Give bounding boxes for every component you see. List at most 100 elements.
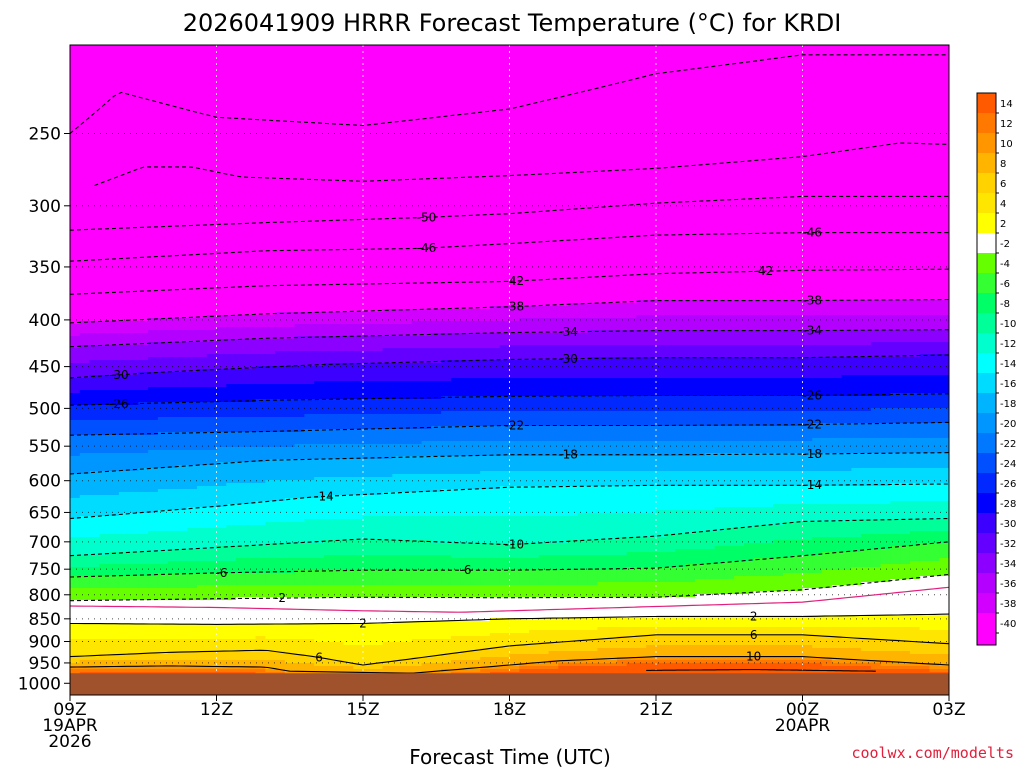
field-cell (206, 669, 218, 673)
field-cell (226, 207, 237, 211)
field-cell (196, 321, 208, 325)
field-cell (157, 669, 169, 673)
field-cell (284, 381, 296, 385)
field-cell (128, 303, 139, 307)
field-cell (118, 570, 130, 574)
field-cell (265, 147, 276, 151)
field-cell (226, 156, 237, 160)
field-cell (70, 105, 81, 109)
field-cell (128, 45, 139, 49)
field-cell (265, 168, 276, 172)
field-cell (128, 444, 139, 448)
field-cell (70, 237, 81, 241)
field-cell (216, 75, 227, 79)
field-cell (265, 654, 276, 658)
field-cell (70, 60, 81, 64)
field-cell (226, 624, 237, 628)
field-cell (196, 78, 208, 82)
field-cell (109, 180, 120, 184)
field-cell (128, 531, 139, 535)
field-cell (206, 579, 218, 583)
field-cell (109, 351, 120, 355)
field-cell (128, 288, 139, 292)
field-cell (70, 519, 81, 523)
field-cell (187, 660, 198, 664)
field-cell (236, 363, 247, 367)
field-cell (118, 123, 130, 127)
field-cell (109, 162, 120, 166)
field-cell (128, 528, 139, 532)
field-cell (177, 459, 188, 463)
field-cell (148, 117, 159, 121)
field-cell (275, 480, 286, 484)
field-cell (245, 228, 257, 232)
field-cell (89, 168, 100, 172)
field-cell (196, 60, 208, 64)
field-cell (118, 171, 130, 175)
field-cell (70, 285, 81, 289)
field-cell (255, 411, 266, 415)
field-cell (206, 204, 218, 208)
field-cell (157, 636, 169, 640)
field-cell (196, 657, 208, 661)
field-cell (70, 309, 81, 313)
field-cell (206, 81, 218, 85)
field-cell (128, 291, 139, 295)
field-cell (70, 264, 81, 268)
field-cell (70, 567, 81, 571)
field-cell (167, 96, 179, 100)
field-cell (284, 261, 296, 265)
field-cell (177, 603, 188, 607)
field-cell (118, 177, 130, 181)
field-cell (226, 396, 237, 400)
field-cell (216, 669, 227, 673)
field-cell (109, 75, 120, 79)
field-cell (70, 162, 81, 166)
field-cell (245, 498, 257, 502)
field-cell (148, 612, 159, 616)
field-cell (89, 159, 100, 163)
field-cell (196, 492, 208, 496)
field-cell (226, 330, 237, 334)
field-cell (70, 591, 81, 595)
field-cell (109, 615, 120, 619)
field-cell (255, 606, 266, 610)
field-cell (70, 348, 81, 352)
field-cell (128, 231, 139, 235)
field-cell (245, 93, 257, 97)
field-cell (138, 396, 149, 400)
field-cell (148, 642, 159, 646)
field-cell (216, 138, 227, 142)
field-cell (275, 501, 286, 505)
field-cell (236, 645, 247, 649)
field-cell (284, 471, 296, 475)
field-cell (70, 186, 81, 190)
field-cell (187, 159, 198, 163)
field-cell (89, 417, 100, 421)
field-cell (236, 87, 247, 91)
field-cell (245, 54, 257, 58)
field-cell (167, 459, 179, 463)
field-cell (206, 582, 218, 586)
field-cell (187, 174, 198, 178)
field-cell (128, 282, 139, 286)
field-cell (99, 423, 110, 427)
field-cell (255, 534, 266, 538)
field-cell (265, 537, 276, 541)
field-cell (167, 498, 179, 502)
field-cell (118, 657, 130, 661)
field-cell (275, 255, 286, 259)
field-cell (255, 114, 266, 118)
field-cell (294, 45, 305, 49)
field-cell (236, 432, 247, 436)
field-cell (265, 54, 276, 58)
field-cell (177, 126, 188, 130)
field-cell (148, 324, 159, 328)
field-cell (284, 507, 296, 511)
field-cell (284, 444, 296, 448)
field-cell (138, 585, 149, 589)
field-cell (70, 108, 81, 112)
field-cell (167, 387, 179, 391)
field-cell (89, 51, 100, 55)
field-cell (118, 438, 130, 442)
